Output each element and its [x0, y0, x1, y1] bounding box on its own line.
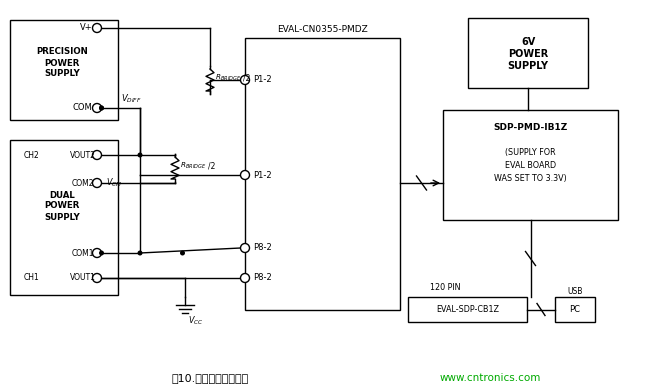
- Circle shape: [99, 106, 104, 110]
- Bar: [10, 20, 118, 120]
- Text: $R_{BRIDGE}$: $R_{BRIDGE}$: [215, 73, 242, 83]
- Text: /2: /2: [243, 73, 250, 83]
- Bar: [408, 297, 527, 322]
- Text: POWER: POWER: [44, 202, 80, 211]
- Text: EVAL-CN0355-PMDZ: EVAL-CN0355-PMDZ: [277, 25, 368, 34]
- Circle shape: [93, 151, 101, 160]
- Text: $V_{CM}$: $V_{CM}$: [106, 177, 122, 189]
- Text: P8-2: P8-2: [253, 273, 272, 282]
- Text: USB: USB: [567, 287, 582, 296]
- Text: VOUT1: VOUT1: [70, 273, 96, 282]
- Text: POWER: POWER: [44, 58, 80, 67]
- Text: 图10.测试设置功能框图: 图10.测试设置功能框图: [171, 373, 249, 383]
- Circle shape: [180, 250, 185, 255]
- Circle shape: [93, 273, 101, 282]
- Text: 120 PIN: 120 PIN: [430, 284, 460, 292]
- Text: DUAL: DUAL: [49, 190, 75, 200]
- Text: P1-2: P1-2: [253, 76, 271, 85]
- Text: WAS SET TO 3.3V): WAS SET TO 3.3V): [494, 174, 567, 183]
- Text: SUPPLY: SUPPLY: [44, 69, 80, 78]
- Text: POWER: POWER: [508, 49, 548, 59]
- Text: V+: V+: [80, 23, 92, 32]
- Circle shape: [240, 243, 249, 252]
- Text: COM1: COM1: [72, 248, 94, 257]
- Text: SDP-PMD-IB1Z: SDP-PMD-IB1Z: [494, 124, 567, 133]
- Text: VOUT2: VOUT2: [70, 151, 96, 160]
- Circle shape: [240, 170, 249, 179]
- Text: CH1: CH1: [24, 273, 40, 282]
- Text: P8-2: P8-2: [253, 243, 272, 252]
- Text: (SUPPLY FOR: (SUPPLY FOR: [505, 147, 556, 156]
- Text: CH2: CH2: [24, 151, 40, 160]
- Text: EVAL BOARD: EVAL BOARD: [505, 161, 556, 170]
- Circle shape: [138, 152, 142, 158]
- Text: $V_{DIFF}$: $V_{DIFF}$: [121, 93, 142, 105]
- Circle shape: [138, 250, 142, 255]
- Text: PC: PC: [569, 305, 581, 314]
- Bar: [245, 38, 400, 310]
- Circle shape: [93, 248, 101, 257]
- Circle shape: [240, 273, 249, 282]
- Text: SUPPLY: SUPPLY: [44, 213, 80, 222]
- Text: P1-2: P1-2: [253, 170, 271, 179]
- Text: COM: COM: [72, 103, 92, 112]
- Text: /2: /2: [208, 161, 215, 170]
- Circle shape: [240, 76, 249, 85]
- Text: COM2: COM2: [72, 179, 94, 188]
- Circle shape: [93, 103, 101, 112]
- Circle shape: [93, 179, 101, 188]
- Text: $V_{CC}$: $V_{CC}$: [188, 315, 203, 327]
- Text: EVAL-SDP-CB1Z: EVAL-SDP-CB1Z: [436, 305, 499, 314]
- Text: 6V: 6V: [521, 37, 535, 47]
- Text: www.cntronics.com: www.cntronics.com: [439, 373, 541, 383]
- Text: SUPPLY: SUPPLY: [507, 61, 549, 71]
- Circle shape: [93, 23, 101, 32]
- Circle shape: [99, 250, 104, 255]
- Bar: [10, 140, 118, 295]
- Text: $R_{BRIDGE}$: $R_{BRIDGE}$: [180, 161, 206, 171]
- Text: PRECISION: PRECISION: [36, 48, 88, 57]
- Circle shape: [99, 106, 104, 110]
- Bar: [555, 297, 595, 322]
- Bar: [468, 18, 588, 88]
- Bar: [443, 110, 618, 220]
